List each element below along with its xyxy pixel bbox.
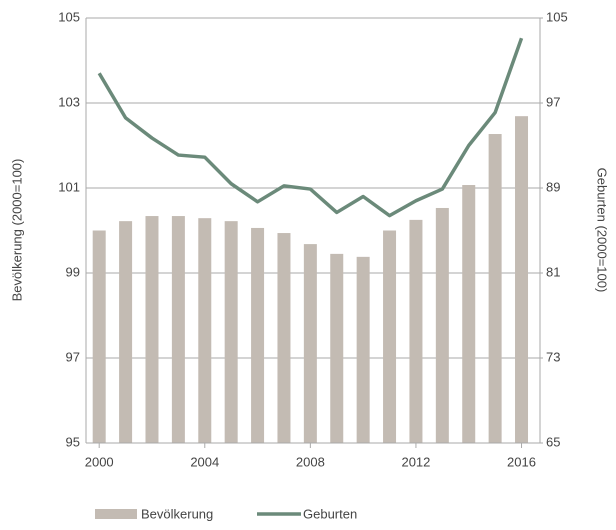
bar (251, 227, 265, 443)
y2-axis-label: Geburten (2000=100) (595, 168, 610, 293)
legend-label: Bevölkerung (141, 506, 213, 521)
y2-tick-label: 89 (546, 179, 560, 194)
bar (488, 134, 502, 443)
x-tick-label: 2004 (190, 454, 219, 469)
y-tick-label: 99 (66, 264, 80, 279)
x-tick-label: 2016 (507, 454, 536, 469)
y-axis-label: Bevölkerung (2000=100) (9, 159, 24, 302)
bar (383, 230, 397, 443)
bar (171, 216, 185, 443)
line (97, 37, 524, 218)
bar (224, 221, 238, 443)
bar (435, 207, 449, 443)
bar (119, 221, 133, 443)
x-tick-label: 2012 (401, 454, 430, 469)
y-tick-label: 95 (66, 434, 80, 449)
x-tick-label: 2008 (296, 454, 325, 469)
y2-tick-label: 105 (546, 9, 568, 24)
bar (409, 219, 423, 443)
legend-label: Geburten (303, 506, 357, 521)
y2-tick-label: 73 (546, 349, 560, 364)
y2-tick-label: 65 (546, 434, 560, 449)
y2-tick-label: 81 (546, 264, 560, 279)
legend-swatch (95, 509, 137, 519)
bar (330, 253, 344, 443)
y-tick-label: 103 (58, 94, 80, 109)
x-tick-label: 2000 (85, 454, 114, 469)
bar (515, 116, 529, 444)
bar (277, 233, 291, 443)
y2-tick-label: 97 (546, 94, 560, 109)
bar (356, 256, 370, 443)
bar (198, 218, 212, 443)
bar (303, 244, 317, 443)
bar (92, 230, 106, 443)
y-tick-label: 97 (66, 349, 80, 364)
bar (462, 185, 476, 443)
bar (145, 216, 159, 443)
y-tick-label: 105 (58, 9, 80, 24)
y-tick-label: 101 (58, 179, 80, 194)
